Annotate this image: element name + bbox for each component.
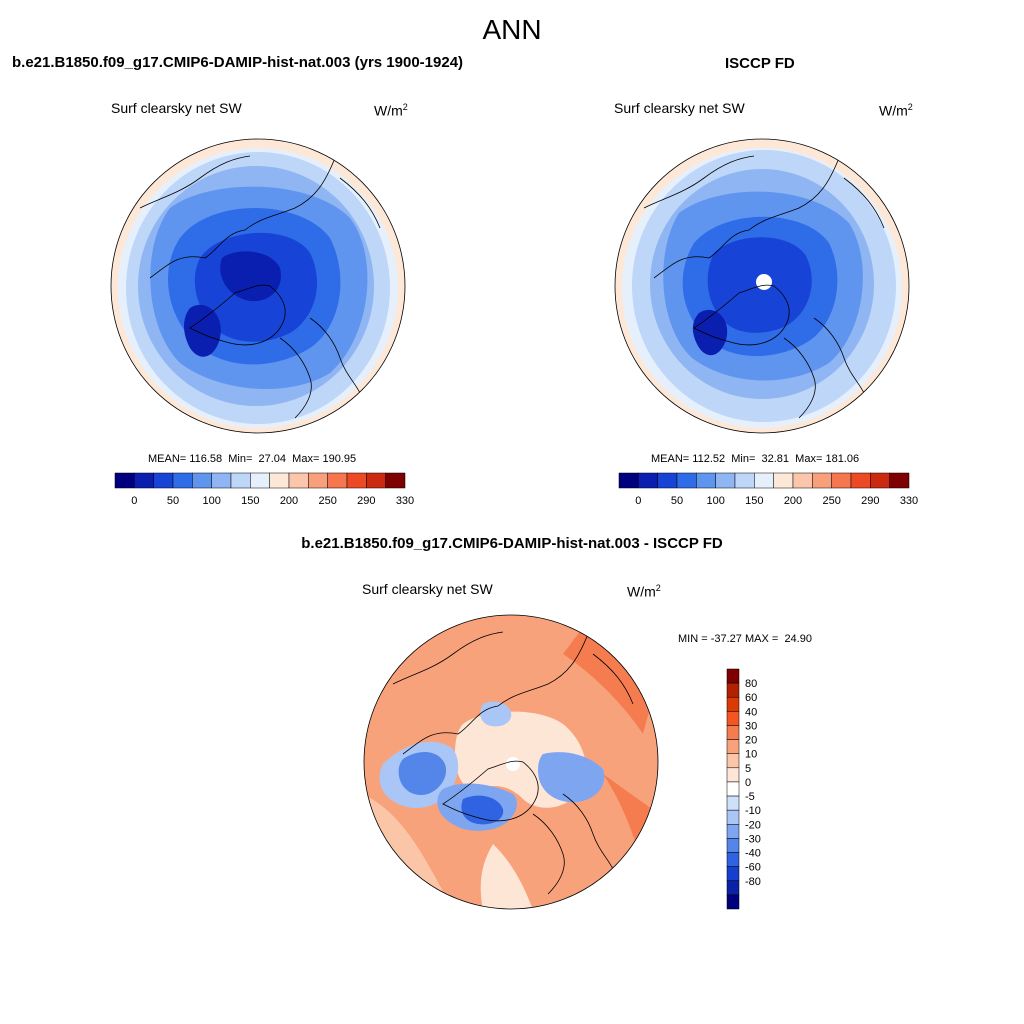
model-stats: MEAN= 116.58 Min= 27.04 Max= 190.95 — [148, 453, 357, 465]
obs-colorbar-box-6 — [734, 472, 755, 489]
diff-panel-title: b.e21.B1850.f09_g17.CMIP6-DAMIP-hist-nat… — [301, 535, 723, 552]
model-colorbar-tick-label: 100 — [202, 495, 220, 507]
obs-colorbar-box-7 — [754, 472, 774, 489]
model-colorbar: 0 50 100 150 200 250 290 330 — [114, 472, 414, 507]
obs-colorbar-box-0 — [618, 472, 639, 489]
diff-colorbar-tick-label: -5 — [745, 791, 755, 803]
diff-colorbar-box-3 — [726, 711, 740, 726]
model-colorbar-box-9 — [288, 472, 309, 489]
model-panel-title: b.e21.B1850.f09_g17.CMIP6-DAMIP-hist-nat… — [12, 54, 464, 71]
diff-colorbar-tick-label: -20 — [745, 819, 761, 831]
diff-colorbar-box-15 — [726, 880, 740, 896]
diff-colorbar-box-2 — [726, 696, 740, 712]
diff-colorbar-tick-label: 5 — [745, 763, 751, 775]
obs-units-label: W/m2 — [879, 102, 913, 119]
model-colorbar-box-5 — [211, 472, 232, 489]
model-colorbar-box-0 — [114, 472, 135, 489]
diff-colorbar-box-13 — [726, 852, 740, 867]
diff-polar-map — [363, 614, 659, 910]
diff-colorbar-box-7 — [726, 767, 740, 783]
main-title: ANN — [482, 14, 542, 45]
obs-colorbar-tick-label: 250 — [822, 495, 840, 507]
diff-colorbar-tick-label: 20 — [745, 735, 757, 747]
diff-colorbar-tick-label: 40 — [745, 706, 757, 718]
obs-colorbar: 0 50 100 150 200 250 290 330 — [618, 472, 918, 507]
model-colorbar-tick-label: 50 — [167, 495, 179, 507]
diff-colorbar-tick-label: -30 — [745, 833, 761, 845]
diff-colorbar-tick-label: 0 — [745, 777, 751, 789]
diff-variable-label: Surf clearsky net SW — [362, 581, 493, 597]
diff-stats: MIN = -37.27 MAX = 24.90 — [678, 633, 812, 645]
diff-colorbar-box-11 — [726, 824, 740, 839]
obs-colorbar-box-10 — [812, 472, 832, 489]
model-colorbar-box-13 — [366, 472, 386, 489]
model-units-label: W/m2 — [374, 102, 408, 119]
diff-colorbar-tick-label: -40 — [745, 848, 761, 860]
obs-colorbar-tick-label: 150 — [745, 495, 763, 507]
model-colorbar-box-10 — [308, 472, 328, 489]
diff-colorbar: 80 60 40 30 20 10 5 0 -5 -10 -20 -30 -40 -60 -80 — [726, 668, 761, 910]
model-colorbar-box-2 — [153, 472, 174, 489]
diff-colorbar-box-10 — [726, 809, 740, 825]
obs-colorbar-box-8 — [773, 472, 794, 489]
model-colorbar-box-11 — [327, 472, 348, 489]
obs-colorbar-tick-label: 100 — [706, 495, 724, 507]
diff-colorbar-tick-label: -60 — [745, 862, 761, 874]
model-colorbar-tick-label: 290 — [357, 495, 375, 507]
model-colorbar-tick-label: 0 — [131, 495, 137, 507]
model-colorbar-box-7 — [250, 472, 270, 489]
model-colorbar-box-12 — [346, 472, 367, 489]
model-colorbar-box-6 — [230, 472, 251, 489]
obs-colorbar-box-13 — [870, 472, 890, 489]
diff-colorbar-box-14 — [726, 866, 740, 882]
diff-colorbar-tick-label: 80 — [745, 678, 757, 690]
diff-colorbar-box-6 — [726, 753, 740, 769]
model-colorbar-box-3 — [172, 472, 193, 489]
obs-colorbar-tick-label: 200 — [784, 495, 802, 507]
diff-colorbar-box-9 — [726, 795, 740, 811]
model-colorbar-tick-label: 250 — [318, 495, 336, 507]
diff-colorbar-box-5 — [726, 739, 740, 754]
obs-colorbar-box-9 — [792, 472, 813, 489]
obs-colorbar-box-11 — [831, 472, 852, 489]
obs-panel-title: ISCCP FD — [725, 55, 795, 72]
obs-colorbar-tick-label: 0 — [635, 495, 641, 507]
diff-colorbar-box-16 — [726, 894, 740, 910]
obs-colorbar-box-14 — [889, 472, 910, 489]
diff-units-label: W/m2 — [627, 583, 661, 600]
model-colorbar-box-8 — [269, 472, 290, 489]
diff-colorbar-box-1 — [726, 682, 740, 698]
obs-stats: MEAN= 112.52 Min= 32.81 Max= 181.06 — [651, 453, 860, 465]
diff-colorbar-box-8 — [726, 781, 740, 797]
model-colorbar-tick-label: 150 — [241, 495, 259, 507]
obs-colorbar-box-5 — [715, 472, 736, 489]
obs-polar-map — [614, 138, 910, 434]
diff-colorbar-tick-label: 30 — [745, 720, 757, 732]
diff-colorbar-box-4 — [726, 725, 740, 740]
model-variable-label: Surf clearsky net SW — [111, 100, 242, 116]
model-colorbar-box-14 — [385, 472, 406, 489]
obs-colorbar-tick-label: 330 — [900, 495, 918, 507]
model-polar-map — [110, 138, 406, 434]
model-colorbar-tick-label: 200 — [280, 495, 298, 507]
obs-colorbar-box-3 — [676, 472, 697, 489]
obs-colorbar-box-12 — [850, 472, 871, 489]
model-colorbar-box-4 — [192, 472, 212, 489]
model-colorbar-tick-label: 330 — [396, 495, 414, 507]
diff-colorbar-box-12 — [726, 838, 740, 853]
model-colorbar-box-1 — [134, 472, 154, 489]
diff-colorbar-tick-label: -10 — [745, 805, 761, 817]
obs-variable-label: Surf clearsky net SW — [614, 100, 745, 116]
diff-colorbar-box-0 — [726, 668, 740, 684]
diff-colorbar-tick-label: 60 — [745, 692, 757, 704]
obs-colorbar-tick-label: 290 — [861, 495, 879, 507]
obs-colorbar-box-2 — [657, 472, 678, 489]
obs-colorbar-box-1 — [638, 472, 658, 489]
diff-colorbar-tick-label: -80 — [745, 876, 761, 888]
obs-colorbar-tick-label: 50 — [671, 495, 683, 507]
obs-colorbar-box-4 — [696, 472, 716, 489]
diff-colorbar-tick-label: 10 — [745, 749, 757, 761]
